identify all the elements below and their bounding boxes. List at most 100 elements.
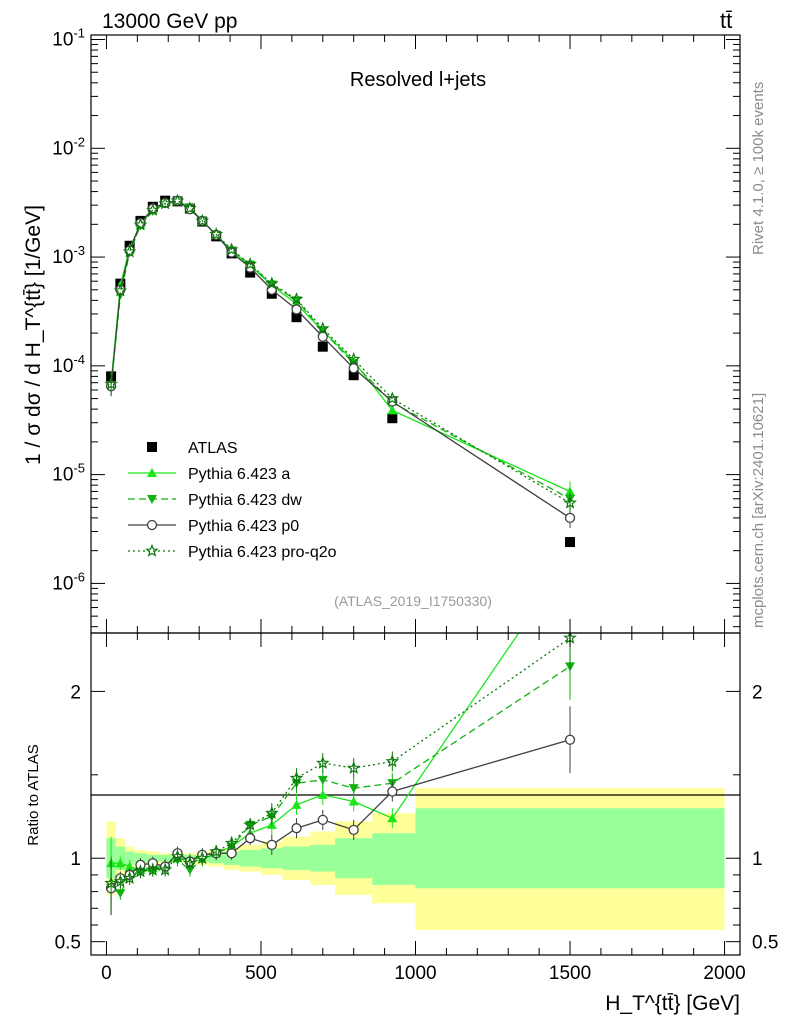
- y-tick-label: 10-1: [52, 26, 85, 51]
- atlas-point: [387, 413, 398, 424]
- series-point: [158, 196, 172, 210]
- band-green-bin: [239, 849, 261, 867]
- ratio-point: [385, 754, 400, 768]
- legend-label: Pythia 6.423 p0: [188, 518, 299, 535]
- ratio-y-tick-label-right: 1: [752, 849, 763, 870]
- series-point: [291, 296, 302, 306]
- series-point: [291, 304, 302, 315]
- legend-item: Pythia 6.423 a: [128, 466, 290, 483]
- rivet-version-label: Rivet 4.1.0, ≥ 100k events: [750, 82, 767, 255]
- ratio-point: [113, 874, 128, 888]
- ratio-point: [146, 862, 160, 876]
- ratio-point: [387, 813, 398, 823]
- series-point: [265, 276, 279, 290]
- ratio-point: [265, 806, 279, 819]
- ratio-series-line: [110, 637, 571, 884]
- atlas-point: [291, 312, 302, 323]
- series-point: [564, 512, 576, 524]
- band-green-bin: [372, 833, 416, 885]
- legend-label: Pythia 6.423 dw: [188, 492, 302, 509]
- series-point: [243, 257, 257, 270]
- mcplots-label: mcplots.cern.ch [arXiv:2401.10621]: [750, 393, 767, 628]
- ratio-point: [224, 836, 239, 850]
- ratio-point: [266, 839, 277, 851]
- legend-marker: [146, 519, 158, 531]
- x-tick-label: 1000: [394, 963, 436, 984]
- legend-marker: [147, 468, 157, 477]
- legend-item: Pythia 6.423 dw: [128, 492, 302, 509]
- legend-marker: [145, 543, 159, 557]
- ratio-point: [170, 849, 185, 863]
- legend-label: Pythia 6.423 a: [188, 466, 290, 483]
- main-axis-ticks: 10-6 10-5 10-4 10-3 10-2 10-1: [52, 26, 740, 633]
- legend-marker: [147, 495, 157, 504]
- series-point: [146, 202, 160, 216]
- ratio-point: [243, 817, 257, 831]
- ratio-point: [184, 865, 195, 875]
- series-line: [110, 200, 571, 504]
- x-tick-label: 0: [101, 963, 112, 984]
- series-point: [317, 331, 328, 342]
- ratio-point: [209, 844, 223, 858]
- series-point: [348, 363, 359, 374]
- atlas-point: [348, 370, 359, 381]
- ratio-point: [346, 760, 361, 774]
- series-point: [209, 227, 223, 241]
- ratio-point: [158, 862, 172, 876]
- atlas-point: [565, 537, 576, 548]
- legend-marker: [147, 442, 157, 452]
- ratio-point: [289, 771, 304, 784]
- ratio-point: [317, 775, 328, 785]
- ratio-point: [348, 824, 359, 836]
- legend-item: ATLAS: [147, 440, 238, 457]
- ratio-point: [317, 814, 328, 826]
- series-point: [387, 405, 398, 415]
- series-point: [113, 283, 128, 297]
- y-tick-label: 10-2: [52, 134, 85, 159]
- ratio-point: [226, 848, 237, 859]
- ratio-point: [115, 858, 126, 868]
- series-line: [110, 200, 571, 493]
- ratio-y-tick-label: 0.5: [55, 933, 81, 954]
- series-line: [110, 200, 571, 500]
- y-tick-label: 10-5: [52, 461, 85, 486]
- ratio-y-tick-label-right: 2: [752, 682, 763, 703]
- process-label: tt̄: [720, 8, 732, 33]
- ratio-uncertainty-bands: [106, 788, 725, 930]
- series-point: [122, 244, 137, 258]
- ratio-point: [348, 784, 359, 794]
- series-point: [316, 321, 330, 335]
- beam-label: 13000 GeV pp: [102, 10, 237, 33]
- series-point: [224, 242, 239, 256]
- y-tick-label: 10-4: [52, 352, 85, 377]
- ratio-point: [245, 833, 256, 844]
- legend-item: Pythia 6.423 pro-q2o: [128, 543, 337, 561]
- series-point: [170, 193, 185, 207]
- ratio-point: [122, 871, 137, 884]
- ratio-point: [348, 796, 359, 806]
- y-tick-label: 10-6: [52, 569, 85, 594]
- legend-item: Pythia 6.423 p0: [128, 518, 299, 535]
- ratio-panel: 0.5 0.5 1 1 2 2 0 500 1000 1500 2000 Ratio to ATLA…: [25, 632, 778, 1015]
- band-green-bin: [124, 851, 135, 865]
- legend: ATLAS Pythia 6.423 a Pythia 6.423 dw Pythia…: [128, 440, 337, 561]
- ratio-y-tick-label: 2: [70, 682, 81, 703]
- series-point: [133, 217, 148, 231]
- ratio-point: [316, 755, 330, 769]
- series-point: [289, 292, 304, 305]
- x-tick-label: 1500: [549, 963, 591, 984]
- x-axis-label: H_T^{tt̄} [GeV]: [605, 992, 740, 1015]
- x-tick-label: 2000: [703, 963, 745, 984]
- ratio-point: [133, 864, 148, 878]
- ratio-y-tick-label: 1: [70, 849, 81, 870]
- series-point: [563, 495, 577, 509]
- band-green-bin: [282, 846, 311, 870]
- ratio-point: [115, 889, 126, 899]
- series-pythia-6-423-a: [106, 195, 576, 502]
- ratio-point: [387, 786, 398, 797]
- ratio-axis-ticks: 0.5 0.5 1 1 2 2 0 500 1000 1500 2000: [55, 633, 778, 984]
- main-title: Resolved l+jets: [350, 69, 486, 91]
- legend-label: Pythia 6.423 pro-q2o: [188, 544, 337, 561]
- series-point: [195, 213, 210, 227]
